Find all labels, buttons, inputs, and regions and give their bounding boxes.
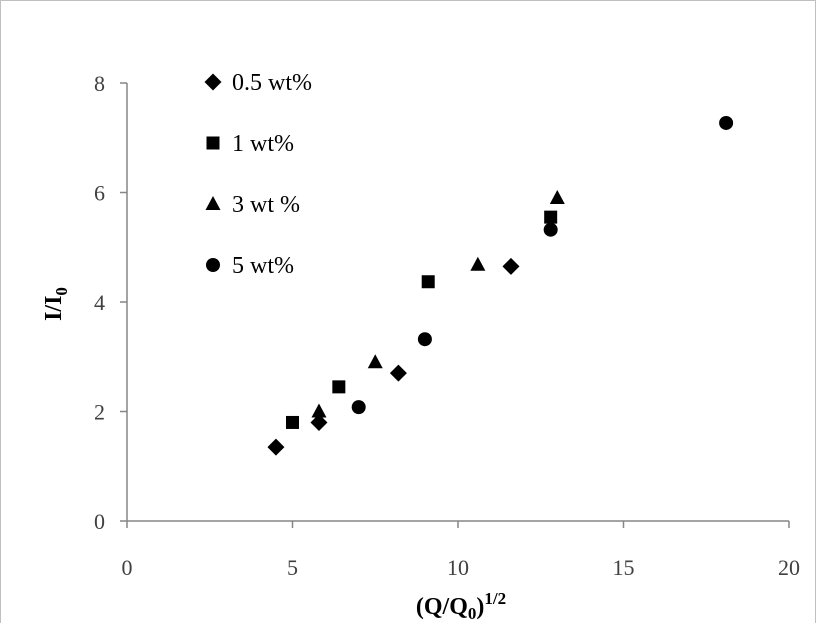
- square-data-point: [286, 415, 299, 429]
- y-tick-label: 4: [94, 290, 105, 315]
- diamond-data-point: [389, 364, 407, 382]
- circle-data-point: [719, 115, 734, 130]
- axes: [120, 82, 790, 528]
- legend-entry-label: 0.5 wt%: [232, 70, 312, 96]
- x-axis-title: (Q/Q0)1/2: [416, 589, 506, 623]
- triangle-data-point: [549, 189, 565, 204]
- x-axis-title-sub: 0: [468, 604, 477, 623]
- square-data-point: [544, 210, 558, 224]
- y-tick-label: 8: [94, 71, 105, 96]
- square-data-point: [332, 380, 346, 394]
- legend-entry-label: 1 wt%: [232, 131, 294, 157]
- data-points: [267, 115, 734, 456]
- square-data-point: [421, 275, 435, 289]
- x-tick-label: 15: [613, 555, 635, 580]
- legend-diamond-icon: [204, 73, 222, 91]
- y-axis-title: I/I0: [41, 287, 71, 321]
- triangle-data-point: [311, 403, 327, 418]
- diamond-data-point: [310, 413, 328, 431]
- legend-entry-label: 3 wt %: [232, 192, 300, 218]
- y-axis-title-sub: 0: [52, 287, 71, 296]
- circle-data-point: [417, 332, 432, 347]
- diamond-data-point: [502, 257, 520, 275]
- x-tick-label: 5: [287, 555, 298, 580]
- legend-circle-icon: [206, 258, 220, 272]
- y-tick-label: 6: [94, 181, 105, 206]
- triangle-data-point: [470, 256, 486, 271]
- tick-labels: 0 2 4 6 8 0 5 10 15 20: [94, 71, 800, 580]
- x-axis-title-close: ): [476, 594, 484, 620]
- x-tick-label: 10: [447, 555, 469, 580]
- legend-triangle-icon: [205, 196, 221, 210]
- triangle-data-point: [367, 354, 383, 369]
- circle-data-point: [543, 222, 558, 237]
- circle-data-point: [351, 400, 366, 415]
- y-axis-title-main: I/I: [41, 296, 67, 321]
- legend: 0.5 wt% 1 wt% 3 wt % 5 wt%: [204, 70, 312, 279]
- x-axis-title-open: (Q/Q: [416, 594, 468, 620]
- y-tick-label: 2: [94, 400, 105, 425]
- legend-entry-label: 5 wt%: [232, 253, 294, 279]
- x-tick-label: 20: [778, 555, 800, 580]
- diamond-data-point: [267, 438, 285, 456]
- x-tick-label: 0: [122, 555, 133, 580]
- x-axis-title-sup: 1/2: [484, 589, 506, 608]
- y-tick-label: 0: [94, 509, 105, 534]
- legend-square-icon: [206, 136, 220, 150]
